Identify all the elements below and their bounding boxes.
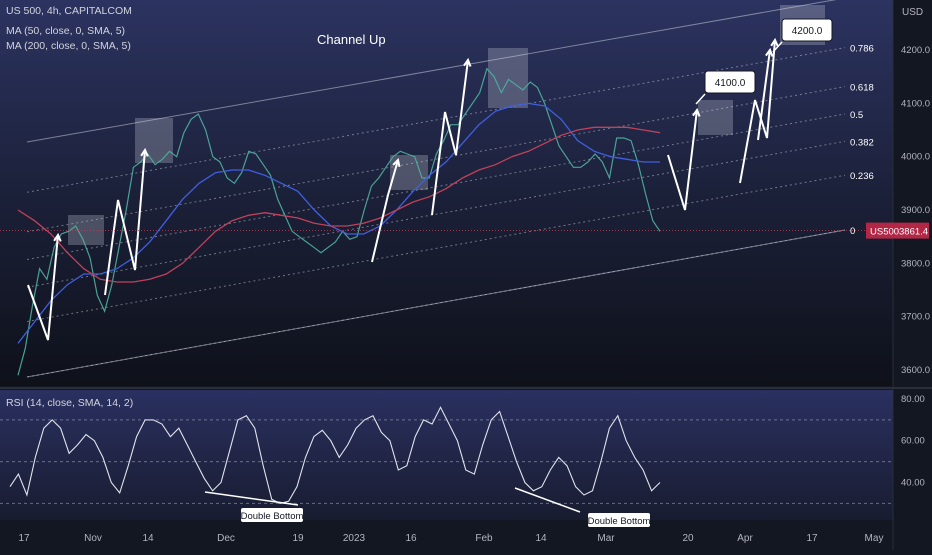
arrow-5[interactable] bbox=[667, 109, 698, 211]
highlight-box-1[interactable] bbox=[488, 48, 528, 108]
rsi-pane bbox=[0, 390, 893, 520]
callout-box-0[interactable] bbox=[704, 70, 756, 94]
double-bottom-label-1: Double Bottom bbox=[588, 516, 651, 527]
double-bottom-line-1[interactable] bbox=[514, 487, 581, 513]
time-tick-13: May bbox=[865, 533, 884, 544]
time-tick-9: Mar bbox=[597, 533, 615, 544]
time-tick-11: Apr bbox=[737, 533, 753, 544]
rsi-tick-1: 60.00 bbox=[901, 436, 925, 447]
time-tick-2: 14 bbox=[142, 533, 154, 544]
price-series[interactable] bbox=[17, 67, 661, 376]
callout-pointer-0 bbox=[695, 93, 706, 105]
time-tick-12: 17 bbox=[806, 533, 818, 544]
fib-label-1: 0.618 bbox=[850, 83, 874, 94]
fib-label-3: 0.382 bbox=[850, 137, 874, 148]
fib-line-5[interactable] bbox=[26, 229, 846, 378]
price-pane bbox=[0, 0, 893, 386]
time-tick-4: 19 bbox=[292, 533, 304, 544]
arrow-3[interactable] bbox=[371, 159, 399, 263]
time-tick-3: Dec bbox=[217, 533, 235, 544]
price-tick-5: 3700.0 bbox=[901, 312, 930, 323]
arrow-7[interactable] bbox=[757, 49, 771, 141]
ma50-legend[interactable]: MA (50, close, 0, SMA, 5) bbox=[6, 25, 125, 37]
time-tick-1: Nov bbox=[84, 533, 102, 544]
ma50-line[interactable] bbox=[17, 102, 660, 344]
fib-label-4: 0.236 bbox=[850, 171, 874, 182]
highlight-box-0[interactable] bbox=[135, 118, 173, 163]
axis-layer: US500 3861.4 4200.0 4100.0 4000.0 3900.0 3800.… bbox=[0, 45, 930, 544]
time-tick-6: 16 bbox=[405, 533, 417, 544]
callout-box-1[interactable] bbox=[781, 18, 833, 42]
arrow-1[interactable] bbox=[27, 234, 59, 341]
price-badge-value: 3861.4 bbox=[899, 227, 928, 238]
callout-text-1: 4200.0 bbox=[792, 26, 823, 37]
highlight-box-5[interactable] bbox=[68, 215, 104, 245]
arrow-layer: 4100.0 4200.0 bbox=[27, 18, 833, 341]
double-bottom-badge-0[interactable] bbox=[241, 508, 303, 522]
arrow-2[interactable] bbox=[104, 149, 146, 296]
currency-label: USD bbox=[902, 7, 923, 18]
arrow-6-head bbox=[770, 37, 779, 47]
double-bottom-line-0[interactable] bbox=[204, 491, 299, 506]
arrow-2-head bbox=[140, 147, 149, 157]
rsi-series[interactable] bbox=[9, 406, 661, 504]
fib-line-3[interactable] bbox=[26, 140, 846, 288]
arrow-4[interactable] bbox=[431, 59, 469, 216]
double-bottom-label-0: Double Bottom bbox=[241, 511, 304, 522]
price-layer bbox=[17, 67, 661, 376]
rsi-tick-0: 80.00 bbox=[901, 394, 925, 405]
price-tick-4: 3800.0 bbox=[901, 258, 930, 269]
highlight-box-4[interactable] bbox=[698, 100, 733, 135]
time-tick-0: 17 bbox=[18, 533, 30, 544]
rsi-legend[interactable]: RSI (14, close, SMA, 14, 2) bbox=[6, 397, 133, 409]
time-tick-10: 20 bbox=[682, 533, 694, 544]
fib-line-0[interactable] bbox=[26, 47, 846, 193]
ma-layer bbox=[17, 102, 661, 344]
double-bottom-badge-1[interactable] bbox=[588, 513, 650, 527]
channel-upper-line[interactable] bbox=[26, 0, 845, 143]
arrow-4-head bbox=[463, 57, 472, 67]
callout-pointer-1 bbox=[772, 41, 783, 53]
time-tick-5: 2023 bbox=[343, 533, 366, 544]
fib-line-1[interactable] bbox=[26, 86, 846, 233]
callout-text-0: 4100.0 bbox=[715, 78, 746, 89]
rsi-tick-2: 40.00 bbox=[901, 477, 925, 488]
highlight-box-3[interactable] bbox=[390, 155, 428, 190]
rsi-layer: 80.00 60.00 40.00 Double Bottom Double Botto… bbox=[0, 394, 925, 527]
arrow-5-head bbox=[692, 107, 701, 117]
ma200-legend[interactable]: MA (200, close, 0, SMA, 5) bbox=[6, 40, 131, 52]
ma200-line[interactable] bbox=[17, 126, 661, 283]
chart-title: Channel Up bbox=[317, 32, 386, 47]
arrow-3-head bbox=[392, 157, 401, 168]
arrow-7-head bbox=[765, 47, 774, 57]
fib-label-5: 0 bbox=[850, 226, 855, 237]
price-tick-2: 4000.0 bbox=[901, 152, 930, 163]
price-tick-0: 4200.0 bbox=[901, 45, 930, 56]
time-tick-8: 14 bbox=[535, 533, 547, 544]
arrow-1-head bbox=[53, 232, 62, 242]
symbol-title[interactable]: US 500, 4h, CAPITALCOM bbox=[6, 5, 132, 17]
price-tick-3: 3900.0 bbox=[901, 205, 930, 216]
price-tick-1: 4100.0 bbox=[901, 98, 930, 109]
fib-label-2: 0.5 bbox=[850, 110, 863, 121]
price-badge-symbol: US500 bbox=[870, 227, 899, 238]
time-tick-7: Feb bbox=[475, 533, 493, 544]
fib-label-0: 0.786 bbox=[850, 44, 874, 55]
fib-line-4[interactable] bbox=[26, 174, 846, 323]
price-tick-6: 3600.0 bbox=[901, 365, 930, 376]
price-badge[interactable] bbox=[866, 222, 929, 239]
